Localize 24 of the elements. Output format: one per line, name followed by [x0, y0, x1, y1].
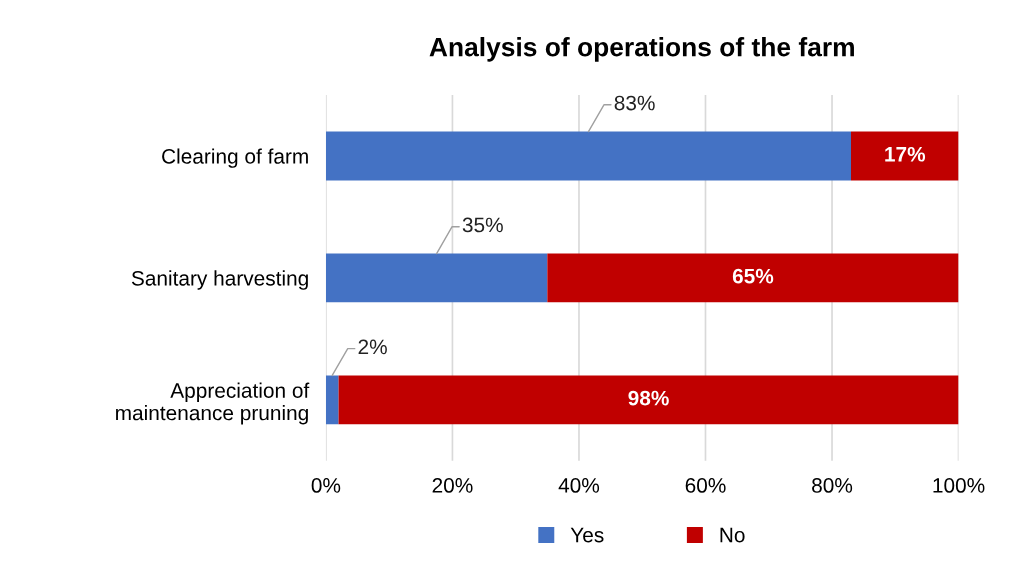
x-tick-label: 20% [432, 478, 473, 493]
bar [325, 375, 339, 425]
x-tick-label: 60% [685, 478, 726, 493]
chart-title: Analysis of operations of the farm [429, 37, 854, 62]
x-tick-label: 40% [558, 478, 600, 493]
data-label: 83% [614, 95, 655, 111]
legend-label: Yes [570, 527, 604, 543]
bar [325, 131, 851, 181]
y-tick-label: Appreciation of maintenance pruning [116, 382, 310, 425]
data-label: 17% [885, 146, 926, 162]
bar [338, 375, 959, 425]
x-tick-label: 100% [933, 478, 985, 493]
y-tick-label: Clearing of farm [162, 148, 308, 168]
x-tick-label: 0% [311, 478, 341, 493]
legend-label: No [720, 527, 745, 543]
bar [325, 253, 548, 303]
bar [547, 253, 959, 303]
x-tick-label: 80% [812, 478, 853, 493]
data-label: 2% [358, 339, 387, 355]
bar [851, 131, 959, 181]
y-tick-label: Sanitary harvesting [131, 270, 308, 290]
data-label: 98% [628, 390, 669, 406]
data-label: 65% [732, 268, 774, 284]
data-label: 35% [462, 217, 503, 233]
